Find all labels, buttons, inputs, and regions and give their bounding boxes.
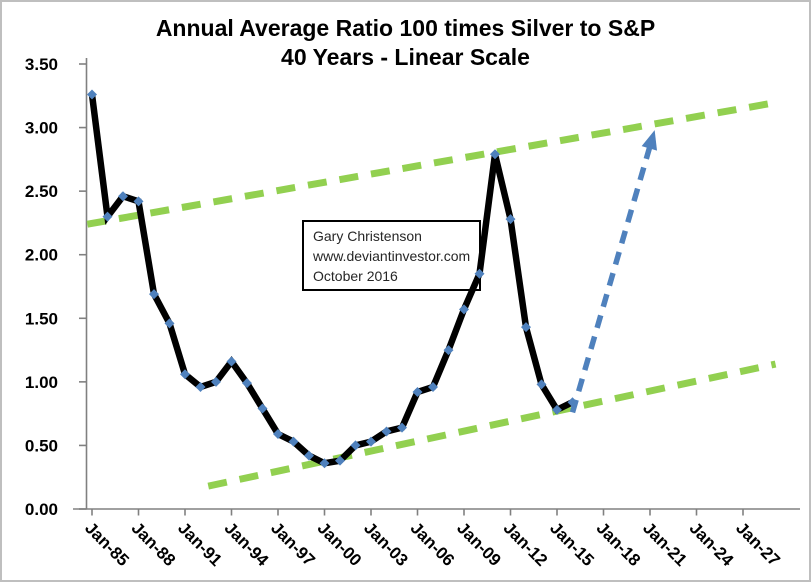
- data-point-marker: [288, 436, 299, 447]
- axes: [73, 58, 800, 516]
- y-tick-label: 1.50: [25, 309, 58, 328]
- data-point-marker: [118, 191, 128, 202]
- projection-arrow: [569, 130, 658, 414]
- x-tick-label: Jan-12: [500, 518, 552, 570]
- y-tick-label: 3.00: [25, 119, 58, 138]
- y-tick-label: 2.50: [25, 182, 58, 201]
- x-tick-label: Jan-27: [732, 518, 784, 570]
- data-point-marker: [273, 428, 283, 439]
- x-tick-label: Jan-97: [267, 518, 319, 570]
- annotation-website: www.deviantinvestor.com: [313, 248, 471, 264]
- data-point-marker: [552, 404, 562, 415]
- projection-arrowhead-icon: [641, 130, 658, 151]
- data-point-marker: [521, 322, 531, 333]
- x-tick-label: Jan-94: [221, 518, 273, 570]
- x-tick-label: Jan-06: [407, 518, 459, 570]
- data-point-marker: [443, 345, 454, 356]
- data-point-marker: [335, 455, 345, 466]
- trend-channel: [86, 99, 777, 490]
- data-point-marker: [304, 450, 314, 461]
- data-point-marker: [87, 89, 97, 100]
- data-point-marker: [459, 304, 469, 315]
- x-tick-label: Jan-15: [546, 518, 598, 570]
- chart-subtitle: 40 Years - Linear Scale: [281, 44, 530, 70]
- ratio-series-line: [88, 94, 574, 467]
- chart-title: Annual Average Ratio 100 times Silver to…: [155, 15, 656, 41]
- data-point-marker: [397, 422, 407, 433]
- data-point-marker: [350, 440, 361, 451]
- data-point-marker: [133, 196, 144, 207]
- data-point-marker: [211, 376, 221, 387]
- upper-trendline: [86, 99, 772, 228]
- x-tick-label: Jan-21: [639, 518, 691, 570]
- data-point-marker: [149, 289, 159, 300]
- x-tick-label: Jan-03: [360, 518, 412, 570]
- x-tick-label: Jan-09: [453, 518, 505, 570]
- data-point-marker: [428, 381, 438, 392]
- data-point-marker: [226, 356, 237, 367]
- axis-labels: 3.503.002.502.001.501.000.500.00Jan-85Ja…: [25, 55, 784, 570]
- data-point-marker: [412, 387, 423, 398]
- data-point-marker: [180, 369, 190, 380]
- data-point-marker: [474, 268, 485, 279]
- projection-arrow-shaft: [569, 142, 654, 414]
- lower-trendline: [207, 360, 777, 490]
- x-tick-label: Jan-91: [174, 518, 226, 570]
- y-tick-label: 2.00: [25, 246, 58, 265]
- y-tick-label: 0.50: [25, 436, 58, 455]
- annotation-date: October 2016: [313, 268, 398, 284]
- x-tick-label: Jan-00: [314, 518, 366, 570]
- y-tick-label: 0.00: [25, 500, 58, 519]
- data-point-marker: [536, 379, 547, 390]
- data-point-marker: [505, 214, 516, 225]
- x-tick-label: Jan-85: [81, 518, 133, 570]
- data-point-marker: [164, 318, 175, 329]
- annotation-box: Gary Christenson www.deviantinvestor.com…: [302, 220, 481, 291]
- data-point-marker: [381, 426, 392, 437]
- series-markers: [87, 89, 578, 469]
- data-point-marker: [366, 436, 376, 447]
- data-point-marker: [319, 458, 330, 469]
- x-tick-label: Jan-24: [686, 518, 738, 570]
- y-tick-label: 1.00: [25, 373, 58, 392]
- data-point-marker: [242, 378, 252, 389]
- data-point-marker: [195, 381, 206, 392]
- data-point-marker: [102, 211, 113, 222]
- x-tick-label: Jan-18: [593, 518, 645, 570]
- annotation-author: Gary Christenson: [313, 228, 422, 244]
- chart-title-block: Annual Average Ratio 100 times Silver to…: [2, 14, 809, 72]
- x-tick-label: Jan-88: [128, 518, 180, 570]
- data-point-marker: [257, 403, 268, 414]
- y-tick-label: 3.50: [25, 55, 58, 74]
- data-point-marker: [490, 149, 500, 160]
